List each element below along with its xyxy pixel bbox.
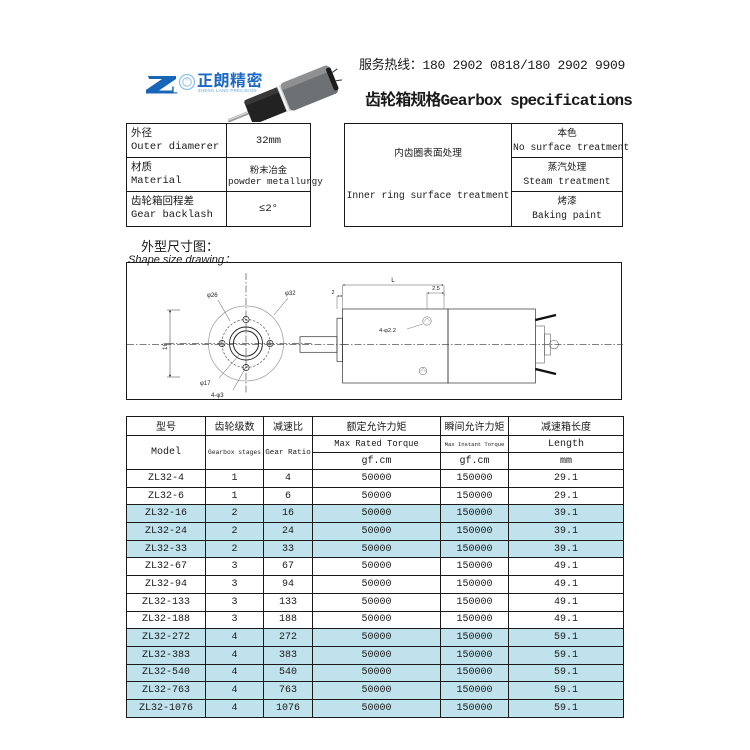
svg-text:φ26: φ26	[207, 293, 218, 299]
svg-text:4-φ2.2: 4-φ2.2	[379, 328, 396, 334]
svg-text:2.5: 2.5	[432, 286, 440, 292]
svg-text:L: L	[172, 86, 178, 95]
svg-text:16: 16	[162, 343, 169, 351]
svg-text:2: 2	[331, 290, 334, 296]
svg-text:φ32: φ32	[285, 291, 296, 297]
svg-text:φ17: φ17	[200, 381, 211, 387]
svg-text:4-φ3: 4-φ3	[211, 393, 224, 399]
svg-text:L: L	[391, 277, 395, 284]
svg-text:0: 0	[186, 77, 189, 82]
